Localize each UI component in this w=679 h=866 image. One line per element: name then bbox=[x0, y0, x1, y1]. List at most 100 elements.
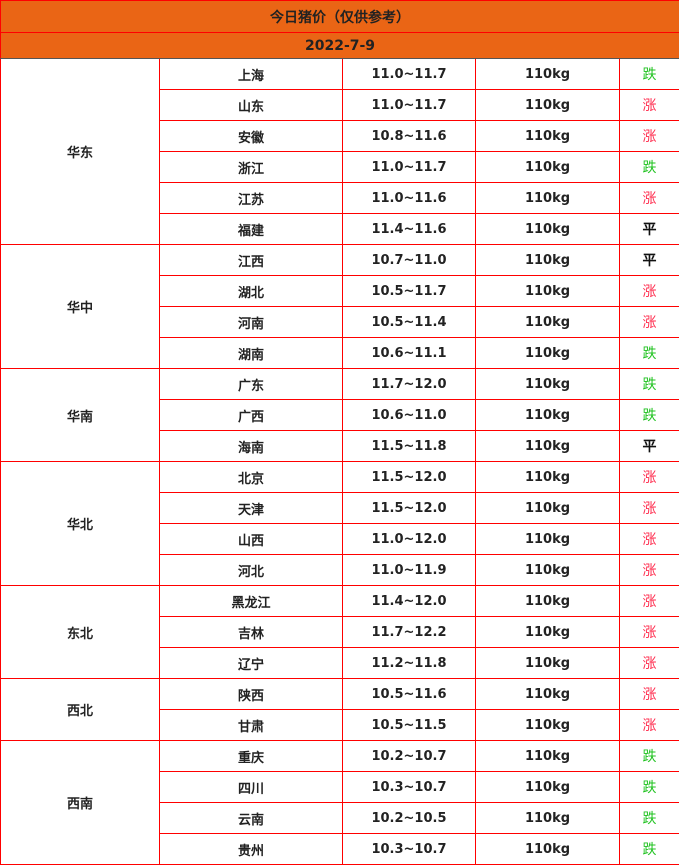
price-cell: 10.2~10.7 bbox=[342, 740, 476, 772]
region-cell: 华南 bbox=[0, 368, 160, 462]
trend-cell: 涨 bbox=[618, 678, 679, 710]
province-cell: 甘肃 bbox=[159, 709, 343, 741]
weight-cell: 110kg bbox=[475, 182, 620, 214]
trend-cell: 跌 bbox=[618, 833, 679, 865]
table-row: 湖北 10.5~11.7 110kg 涨 bbox=[1, 275, 679, 307]
weight-cell: 110kg bbox=[475, 678, 620, 710]
trend-cell: 平 bbox=[618, 213, 679, 245]
province-cell: 安徽 bbox=[159, 120, 343, 152]
price-cell: 11.5~11.8 bbox=[342, 430, 476, 462]
table-row: 河南 10.5~11.4 110kg 涨 bbox=[1, 306, 679, 338]
trend-cell: 涨 bbox=[618, 523, 679, 555]
province-cell: 江西 bbox=[159, 244, 343, 276]
price-cell: 10.2~10.5 bbox=[342, 802, 476, 834]
price-cell: 10.5~11.5 bbox=[342, 709, 476, 741]
trend-cell: 涨 bbox=[618, 89, 679, 121]
price-cell: 11.5~12.0 bbox=[342, 492, 476, 524]
price-cell: 11.0~11.7 bbox=[342, 89, 476, 121]
price-cell: 10.8~11.6 bbox=[342, 120, 476, 152]
trend-cell: 涨 bbox=[618, 585, 679, 617]
weight-cell: 110kg bbox=[475, 368, 620, 400]
table-title: 今日猪价（仅供参考） bbox=[0, 0, 679, 33]
table-row: 贵州 10.3~10.7 110kg 跌 bbox=[1, 833, 679, 865]
price-cell: 11.2~11.8 bbox=[342, 647, 476, 679]
price-cell: 10.5~11.4 bbox=[342, 306, 476, 338]
price-cell: 11.0~11.7 bbox=[342, 58, 476, 90]
weight-cell: 110kg bbox=[475, 430, 620, 462]
province-cell: 黑龙江 bbox=[159, 585, 343, 617]
table-row: 甘肃 10.5~11.5 110kg 涨 bbox=[1, 709, 679, 741]
region-cell: 东北 bbox=[0, 585, 160, 679]
region-cell: 华北 bbox=[0, 461, 160, 586]
weight-cell: 110kg bbox=[475, 89, 620, 121]
province-cell: 山西 bbox=[159, 523, 343, 555]
trend-cell: 涨 bbox=[618, 616, 679, 648]
price-cell: 11.5~12.0 bbox=[342, 461, 476, 493]
weight-cell: 110kg bbox=[475, 58, 620, 90]
price-cell: 10.3~10.7 bbox=[342, 771, 476, 803]
table-row: 安徽 10.8~11.6 110kg 涨 bbox=[1, 120, 679, 152]
table-row: 江苏 11.0~11.6 110kg 涨 bbox=[1, 182, 679, 214]
table-row: 湖南 10.6~11.1 110kg 跌 bbox=[1, 337, 679, 369]
province-cell: 四川 bbox=[159, 771, 343, 803]
table-row: 浙江 11.0~11.7 110kg 跌 bbox=[1, 151, 679, 183]
weight-cell: 110kg bbox=[475, 275, 620, 307]
province-cell: 广东 bbox=[159, 368, 343, 400]
trend-cell: 跌 bbox=[618, 368, 679, 400]
weight-cell: 110kg bbox=[475, 306, 620, 338]
table-body: 华东 上海 11.0~11.7 110kg 跌山东 11.0~11.7 110kg 涨安徽 10… bbox=[0, 58, 679, 865]
trend-cell: 涨 bbox=[618, 306, 679, 338]
province-cell: 陕西 bbox=[159, 678, 343, 710]
weight-cell: 110kg bbox=[475, 151, 620, 183]
province-cell: 福建 bbox=[159, 213, 343, 245]
weight-cell: 110kg bbox=[475, 740, 620, 772]
table-row: 华东 上海 11.0~11.7 110kg 跌 bbox=[0, 58, 679, 245]
region-cell: 华东 bbox=[0, 58, 160, 245]
trend-cell: 涨 bbox=[618, 461, 679, 493]
table-row: 云南 10.2~10.5 110kg 跌 bbox=[1, 802, 679, 834]
trend-cell: 跌 bbox=[618, 399, 679, 431]
weight-cell: 110kg bbox=[475, 802, 620, 834]
trend-cell: 跌 bbox=[618, 771, 679, 803]
table-row: 河北 11.0~11.9 110kg 涨 bbox=[1, 554, 679, 586]
weight-cell: 110kg bbox=[475, 120, 620, 152]
price-cell: 10.5~11.7 bbox=[342, 275, 476, 307]
table-row: 华南 广东 11.7~12.0 110kg 跌 bbox=[0, 368, 679, 462]
weight-cell: 110kg bbox=[475, 213, 620, 245]
trend-cell: 跌 bbox=[618, 740, 679, 772]
province-cell: 北京 bbox=[159, 461, 343, 493]
region-cell: 西北 bbox=[0, 678, 160, 741]
price-cell: 10.6~11.1 bbox=[342, 337, 476, 369]
weight-cell: 110kg bbox=[475, 647, 620, 679]
province-cell: 湖北 bbox=[159, 275, 343, 307]
table-row: 山西 11.0~12.0 110kg 涨 bbox=[1, 523, 679, 555]
province-cell: 河北 bbox=[159, 554, 343, 586]
trend-cell: 涨 bbox=[618, 554, 679, 586]
price-cell: 10.6~11.0 bbox=[342, 399, 476, 431]
weight-cell: 110kg bbox=[475, 554, 620, 586]
province-cell: 天津 bbox=[159, 492, 343, 524]
price-cell: 11.4~12.0 bbox=[342, 585, 476, 617]
trend-cell: 涨 bbox=[618, 120, 679, 152]
trend-cell: 涨 bbox=[618, 182, 679, 214]
price-cell: 11.7~12.2 bbox=[342, 616, 476, 648]
price-cell: 10.7~11.0 bbox=[342, 244, 476, 276]
weight-cell: 110kg bbox=[475, 616, 620, 648]
weight-cell: 110kg bbox=[475, 771, 620, 803]
table-row: 福建 11.4~11.6 110kg 平 bbox=[1, 213, 679, 245]
weight-cell: 110kg bbox=[475, 492, 620, 524]
trend-cell: 涨 bbox=[618, 275, 679, 307]
table-row: 东北 黑龙江 11.4~12.0 110kg 涨 bbox=[0, 585, 679, 679]
trend-cell: 跌 bbox=[618, 58, 679, 90]
weight-cell: 110kg bbox=[475, 244, 620, 276]
weight-cell: 110kg bbox=[475, 833, 620, 865]
trend-cell: 涨 bbox=[618, 492, 679, 524]
province-cell: 浙江 bbox=[159, 151, 343, 183]
weight-cell: 110kg bbox=[475, 337, 620, 369]
province-cell: 河南 bbox=[159, 306, 343, 338]
province-cell: 云南 bbox=[159, 802, 343, 834]
price-cell: 11.4~11.6 bbox=[342, 213, 476, 245]
table-row: 华中 江西 10.7~11.0 110kg 平 bbox=[0, 244, 679, 369]
region-cell: 华中 bbox=[0, 244, 160, 369]
